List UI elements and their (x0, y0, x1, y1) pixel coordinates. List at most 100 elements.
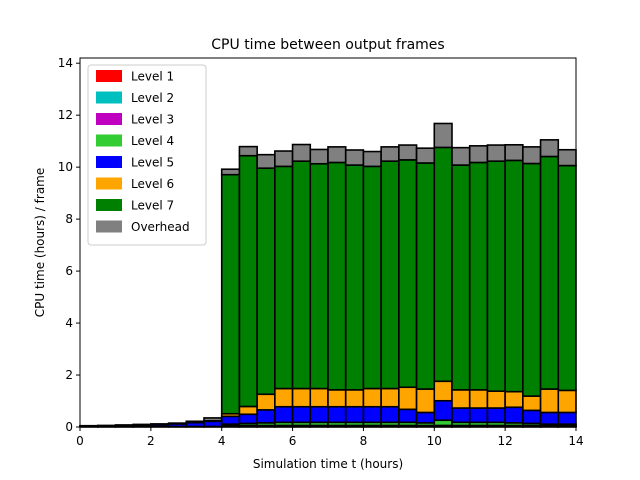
bar-segment-overhead (309, 148, 329, 165)
legend-label: Level 6 (131, 177, 174, 191)
bar-segment-level-7 (362, 165, 382, 390)
legend-swatch (96, 199, 122, 211)
bar-segment-level-7 (539, 155, 560, 390)
bar-segment-level-6 (468, 389, 489, 409)
legend-label: Overhead (131, 220, 190, 234)
x-axis: 0 2 4 6 8 10 12 14 (76, 427, 584, 448)
bar-segment-level-5 (468, 407, 489, 424)
bar-segment-level-5 (433, 399, 453, 422)
legend-swatch (96, 91, 122, 104)
y-tick-label: 4 (65, 316, 73, 330)
bar-segment-level-7 (522, 162, 542, 397)
bar-segment-level-7 (451, 164, 471, 391)
bar-segment-overhead (79, 424, 99, 428)
bar-segment-level-6 (522, 395, 542, 412)
bar-stacks (79, 122, 577, 428)
bar-segment-level-5 (256, 409, 276, 424)
bar-segment-overhead (220, 168, 241, 176)
x-tick-label: 10 (427, 434, 442, 448)
y-tick-label: 0 (65, 420, 73, 434)
bar-segment-overhead (132, 423, 152, 426)
x-tick-label: 6 (289, 434, 297, 448)
bar-segment-level-7 (220, 173, 241, 415)
bar-segment-level-6 (309, 387, 329, 408)
bar-segment-level-7 (486, 160, 506, 392)
legend-swatch (96, 70, 122, 82)
y-axis: 0 2 4 6 8 10 12 14 (58, 56, 80, 434)
bar-segment-level-7 (291, 160, 312, 390)
legend-label: Level 4 (131, 134, 174, 148)
bar-segment-level-7 (344, 164, 365, 391)
bar-segment-overhead (238, 145, 258, 157)
bar-segment-level-7 (415, 162, 436, 390)
bar-segment-level-5 (398, 408, 418, 424)
bar-segment-overhead (468, 145, 489, 164)
bar-segment-overhead (274, 150, 294, 168)
bar-segment-level-5 (539, 411, 560, 425)
bar-segment-level-5 (380, 405, 400, 424)
bar-segment-level-5 (291, 405, 312, 424)
legend: Level 1 Level 2 Level 3 Level 4 Level 5 Level… (87, 64, 207, 246)
x-axis-label: Simulation time t (hours) (253, 457, 403, 471)
y-tick-label: 12 (58, 108, 73, 122)
bar-segment-level-6 (451, 389, 471, 409)
bar-segment-level-5 (309, 405, 329, 424)
bar-segment-level-7 (238, 154, 258, 408)
bar-segment-level-7 (327, 161, 347, 391)
bar-segment-level-5 (220, 415, 241, 425)
legend-label: Level 3 (131, 113, 174, 127)
bar-segment-overhead (96, 424, 117, 427)
x-tick-label: 12 (498, 434, 513, 448)
bar-segment-overhead (451, 146, 471, 166)
y-tick-label: 8 (65, 212, 73, 226)
bar-segment-level-7 (380, 160, 400, 390)
bar-segment-level-6 (504, 390, 524, 409)
bar-segment-level-5 (362, 405, 382, 424)
bar-segment-level-6 (398, 386, 418, 411)
bar-segment-overhead (522, 146, 542, 165)
legend-swatch (96, 156, 122, 168)
bar-segment-level-6 (557, 389, 577, 414)
bar-segment-overhead (185, 420, 205, 424)
bar-segment-level-6 (415, 388, 436, 414)
bar-segment-level-7 (468, 161, 489, 391)
bar-segment-level-7 (274, 165, 294, 390)
bar-segment-level-6 (238, 405, 258, 416)
legend-label: Level 2 (131, 91, 174, 105)
bar-segment-overhead (362, 150, 382, 168)
bar-segment-level-6 (344, 389, 365, 408)
legend-swatch (96, 134, 122, 147)
y-tick-label: 2 (65, 368, 73, 382)
legend-label: Level 5 (131, 156, 174, 170)
bar-segment-level-5 (344, 405, 365, 424)
bar-segment-level-7 (504, 159, 524, 393)
bar-segment-level-5 (557, 411, 577, 425)
bar-segment-level-6 (486, 390, 506, 409)
bar-segment-level-7 (433, 146, 453, 383)
bar-segment-overhead (203, 417, 223, 422)
x-tick-label: 8 (360, 434, 368, 448)
y-tick-label: 10 (58, 160, 73, 174)
bar-segment-level-7 (398, 159, 418, 389)
chart-title: CPU time between output frames (211, 37, 444, 53)
bar-segment-level-5 (415, 411, 436, 424)
bar-segment-overhead (504, 143, 524, 162)
bar-segment-overhead (150, 423, 170, 426)
bar-segment-overhead (291, 143, 312, 162)
bar-segment-level-5 (486, 407, 506, 424)
bar-segment-overhead (415, 147, 436, 164)
x-tick-label: 2 (147, 434, 155, 448)
bar-segment-level-5 (238, 413, 258, 425)
bar-segment-level-6 (256, 393, 276, 411)
y-tick-label: 14 (58, 56, 73, 70)
bar-segment-overhead (167, 422, 188, 425)
x-tick-label: 0 (76, 434, 84, 448)
bar-segment-overhead (380, 146, 400, 162)
bar-segment-level-6 (362, 387, 382, 408)
bar-segment-level-5 (274, 405, 294, 424)
bar-segment-level-6 (433, 380, 453, 402)
legend-swatch (96, 177, 122, 190)
bar-segment-level-5 (451, 407, 471, 424)
bar-segment-overhead (557, 148, 577, 167)
